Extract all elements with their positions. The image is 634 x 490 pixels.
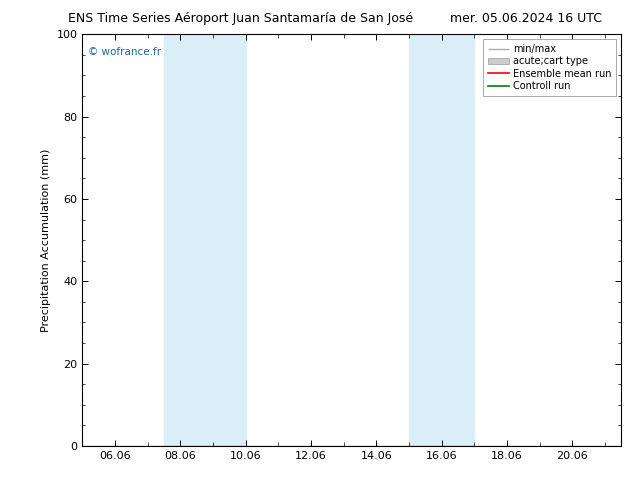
Legend: min/max, acute;cart type, Ensemble mean run, Controll run: min/max, acute;cart type, Ensemble mean … [483, 39, 616, 96]
Bar [164, 34, 246, 446]
Y-axis label: Precipitation Accumulation (mm): Precipitation Accumulation (mm) [41, 148, 51, 332]
Bar [409, 34, 474, 446]
Text: © wofrance.fr: © wofrance.fr [87, 47, 161, 57]
Text: mer. 05.06.2024 16 UTC: mer. 05.06.2024 16 UTC [450, 12, 602, 25]
Text: ENS Time Series Aéroport Juan Santamaría de San José: ENS Time Series Aéroport Juan Santamaría… [68, 12, 413, 25]
